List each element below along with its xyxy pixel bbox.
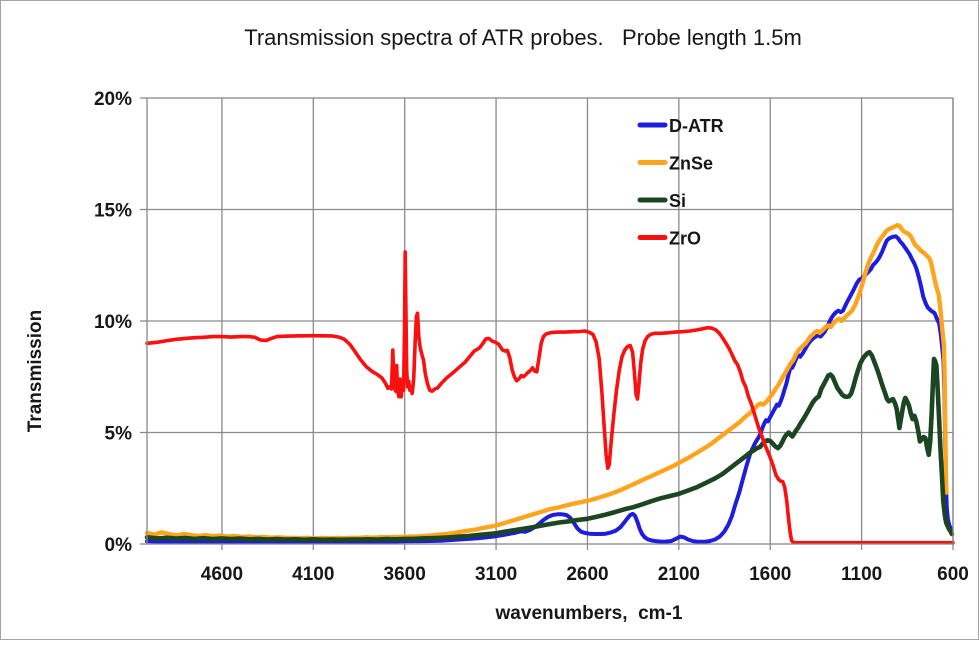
x-tick-label: 1600 [749,564,791,585]
x-tick-label: 600 [937,564,969,585]
x-axis-title: wavenumbers, cm-1 [495,603,683,624]
legend-label-d-atr: D-ATR [669,116,724,136]
y-axis-title: Transmission [25,310,46,433]
y-tick-label: 20% [94,89,132,110]
chart-title: Transmission spectra of ATR probes. Prob… [244,25,802,50]
axis-ticks [140,97,954,550]
legend: D-ATR ZnSe Si ZrO [637,116,724,249]
y-tick-label: 0% [105,535,133,556]
series-lines [144,222,955,545]
x-tick-label: 2100 [658,564,700,585]
y-tick-label: 10% [94,312,132,333]
series-line-zro [145,250,955,545]
x-tick-label: 4600 [201,564,243,585]
plot-border [146,97,954,545]
y-tick-label: 5% [105,424,133,445]
legend-label-znse: ZnSe [669,154,713,174]
series-line-d-atr [145,234,953,545]
x-tick-label: 4100 [292,564,334,585]
x-tick-label: 2600 [566,564,608,585]
x-tick-label: 3100 [475,564,517,585]
legend-label-si: Si [669,191,686,211]
series-line-si [144,349,955,543]
tick-labels: 4600 4100 3600 3100 2600 2100 1600 1100 600 0% 5% 1… [94,89,969,585]
legend-label-zro: ZrO [669,229,701,249]
x-tick-label: 1100 [841,564,882,585]
y-tick-label: 15% [94,201,132,222]
x-tick-label: 3600 [384,564,426,585]
